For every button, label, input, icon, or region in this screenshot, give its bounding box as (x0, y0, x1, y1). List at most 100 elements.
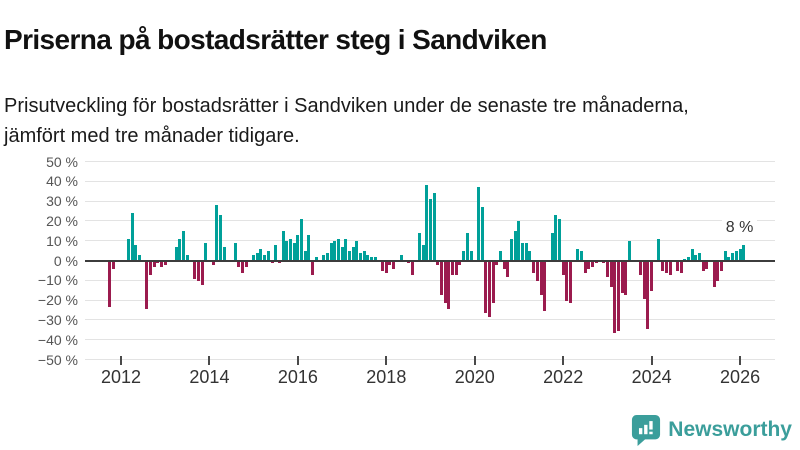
bar (565, 261, 569, 302)
x-tick-label: 2014 (189, 367, 230, 387)
bar (237, 261, 241, 268)
bar (285, 240, 289, 261)
bar (303, 250, 307, 261)
bar (720, 261, 724, 272)
bar (591, 261, 595, 268)
x-tick-label: 2012 (100, 367, 142, 387)
x-tick-label: 2024 (631, 367, 672, 387)
bar (620, 261, 624, 294)
bar (233, 242, 237, 261)
bar (204, 242, 208, 261)
bar (340, 246, 344, 261)
bar (126, 238, 130, 261)
bar (300, 218, 304, 261)
bar (196, 261, 200, 282)
bar (314, 256, 318, 261)
bar (668, 261, 672, 276)
price-development-chart: 50 % 40 % 30 % 20 % 10 % 0 % −10 % −20 % −30 % −4… (0, 150, 800, 405)
x-tick-mark (385, 356, 388, 365)
x-tick-label: 2020 (454, 367, 495, 387)
bar (108, 261, 112, 308)
bar (218, 214, 222, 261)
bar (130, 212, 134, 261)
bar (686, 256, 690, 261)
bar (690, 248, 694, 261)
newsworthy-wordmark: Newsworthy (668, 418, 792, 441)
bar (738, 248, 742, 261)
bar (355, 240, 359, 261)
gridline (85, 339, 775, 341)
x-tick-label: 2022 (543, 367, 584, 387)
y-tick-label: −20 % (37, 292, 78, 309)
bar (528, 250, 532, 261)
bar (664, 261, 668, 274)
bar (436, 261, 440, 266)
bar (277, 261, 281, 264)
bar (145, 261, 149, 310)
bar (222, 246, 226, 261)
bar (480, 207, 484, 261)
gridline (85, 299, 775, 301)
bar (351, 246, 355, 261)
bar (550, 232, 554, 261)
bar (270, 261, 274, 264)
bar (554, 214, 558, 261)
bar (388, 261, 392, 266)
bar (524, 242, 528, 261)
bar (344, 238, 348, 261)
bar (347, 250, 351, 261)
bar (333, 240, 337, 261)
bar (152, 261, 156, 268)
bar (694, 254, 698, 261)
bar (274, 244, 278, 261)
bar (159, 261, 163, 268)
chart-subtitle: Prisutveckling för bostadsrätter i Sandv… (4, 95, 689, 147)
bar (292, 242, 296, 261)
bar (406, 261, 410, 264)
x-tick-mark (562, 356, 565, 365)
x-tick-mark (208, 356, 211, 365)
bar (417, 232, 421, 261)
bar (178, 238, 182, 261)
y-tick-label: −30 % (37, 311, 78, 328)
bar (513, 230, 517, 261)
bar (410, 261, 414, 276)
bar (723, 250, 727, 261)
x-tick-label: 2016 (277, 367, 318, 387)
bar (454, 261, 458, 276)
bar (381, 261, 385, 272)
y-tick-label: −50 % (37, 351, 78, 368)
bar (624, 261, 628, 296)
bar (373, 256, 377, 261)
y-tick-label: 50 % (46, 153, 78, 170)
y-tick-label: 40 % (46, 173, 78, 190)
x-tick-mark (739, 356, 742, 365)
bar (580, 250, 584, 261)
y-tick-label: 10 % (46, 232, 78, 249)
last-value-label: 8 % (721, 218, 758, 237)
bar (698, 252, 701, 261)
bar (627, 240, 631, 261)
bar (517, 220, 521, 261)
bar (609, 261, 613, 288)
y-tick-label: 20 % (46, 212, 78, 229)
bar (288, 238, 292, 261)
bar (432, 193, 436, 261)
bar (296, 234, 300, 261)
bar (613, 261, 617, 333)
bar (561, 261, 565, 276)
bar (661, 261, 665, 272)
gridline (85, 359, 775, 360)
bar (605, 261, 609, 278)
newsworthy-logo: Newsworthy (631, 414, 792, 446)
bar (465, 232, 469, 261)
x-tick-label: 2018 (366, 367, 407, 387)
bar (193, 261, 197, 280)
bar (447, 261, 451, 310)
bar (543, 261, 547, 311)
y-tick-label: 0 % (53, 252, 78, 269)
page-title: Priserna på bostadsrätter steg i Sandvik… (4, 23, 547, 55)
bar (583, 261, 587, 274)
bar (451, 261, 455, 276)
bar (440, 261, 444, 296)
